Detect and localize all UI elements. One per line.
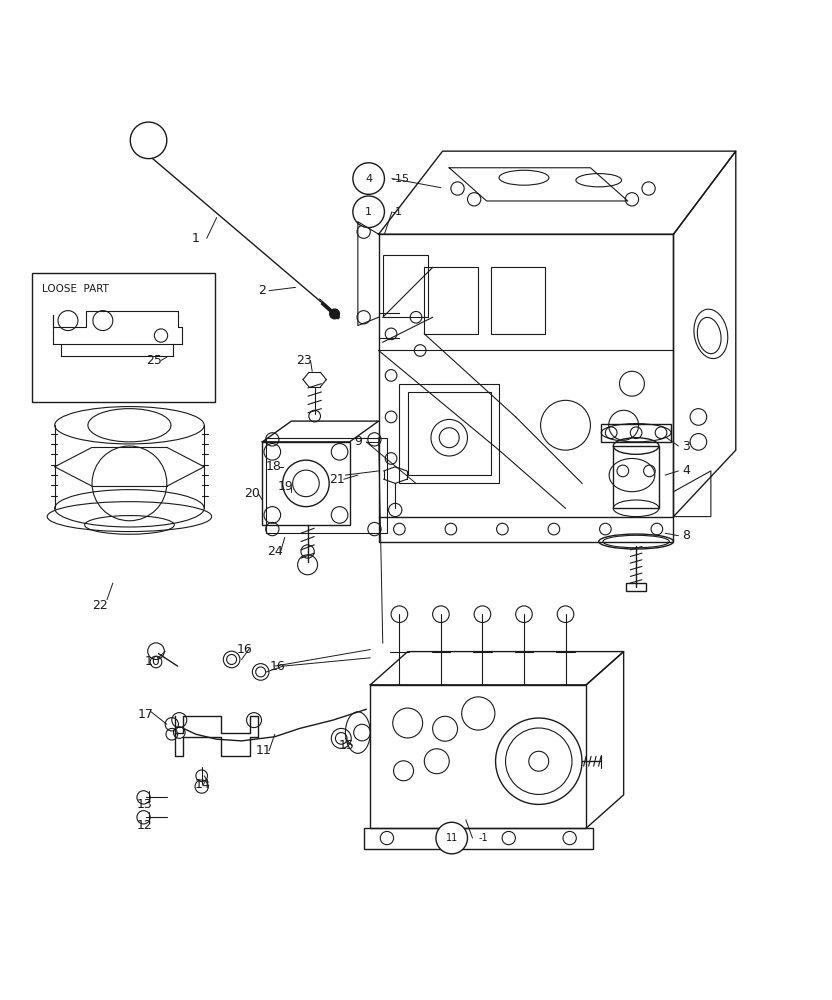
Text: LOOSE  PART: LOOSE PART (42, 284, 109, 294)
Bar (424, 267, 478, 334)
Text: 2: 2 (259, 284, 266, 297)
Text: -1: -1 (478, 833, 488, 843)
Bar (364, 828, 593, 849)
Bar (613, 446, 659, 508)
Text: 8: 8 (682, 529, 690, 542)
Text: 23: 23 (296, 354, 312, 367)
Text: 9: 9 (354, 435, 362, 448)
Text: 13: 13 (136, 798, 152, 811)
Text: 22: 22 (92, 599, 108, 612)
Text: 1: 1 (192, 232, 200, 245)
Text: 11: 11 (446, 833, 458, 843)
Circle shape (436, 822, 468, 854)
Circle shape (329, 309, 339, 319)
Bar (383, 255, 428, 317)
Bar (626, 583, 646, 591)
Text: 3: 3 (682, 440, 690, 453)
Text: 15: 15 (339, 739, 354, 752)
Text: 1: 1 (365, 207, 372, 217)
Bar (370, 685, 587, 828)
Bar (262, 442, 349, 525)
Text: 19: 19 (278, 480, 294, 493)
Text: 12: 12 (136, 819, 152, 832)
Text: 24: 24 (267, 545, 283, 558)
Bar (32, 273, 215, 402)
Text: -15: -15 (391, 174, 409, 184)
Text: 25: 25 (146, 354, 162, 367)
Circle shape (353, 163, 384, 194)
Circle shape (353, 196, 384, 228)
Text: 4: 4 (365, 174, 372, 184)
Text: -1: -1 (391, 207, 402, 217)
Bar (491, 267, 545, 334)
Bar (408, 392, 491, 475)
Text: 20: 20 (245, 487, 260, 500)
Text: 16: 16 (236, 643, 252, 656)
Text: 14: 14 (195, 778, 210, 791)
Ellipse shape (599, 534, 673, 549)
Text: 17: 17 (137, 708, 153, 721)
Text: 10: 10 (145, 655, 161, 668)
Bar (602, 424, 671, 442)
Bar (266, 438, 387, 533)
Bar (399, 384, 499, 483)
Text: 21: 21 (329, 473, 345, 486)
Text: 18: 18 (265, 460, 281, 473)
Text: 4: 4 (682, 464, 690, 477)
Text: 11: 11 (255, 744, 271, 757)
Text: 16: 16 (270, 660, 285, 673)
